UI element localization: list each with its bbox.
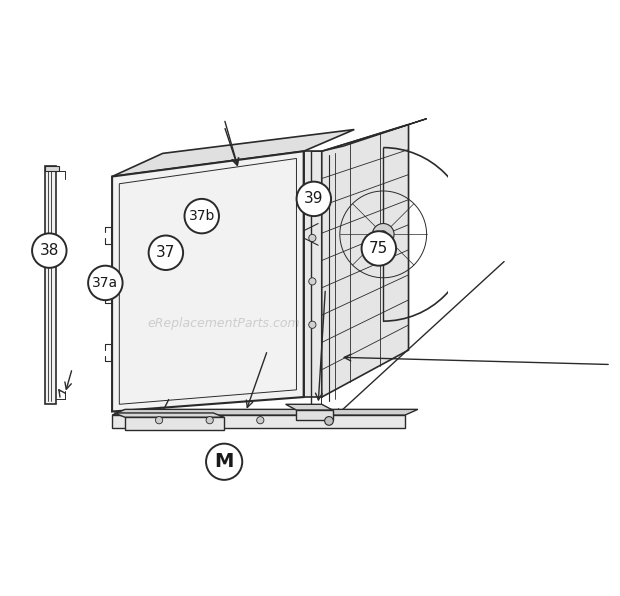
Text: 39: 39 — [304, 191, 324, 206]
Text: 75: 75 — [369, 241, 389, 256]
Polygon shape — [112, 415, 405, 428]
Circle shape — [206, 417, 213, 424]
Circle shape — [379, 231, 387, 238]
Polygon shape — [112, 151, 304, 411]
Polygon shape — [112, 129, 354, 176]
Polygon shape — [114, 413, 224, 417]
Circle shape — [309, 234, 316, 241]
Text: 37a: 37a — [92, 276, 118, 290]
Text: eReplacementParts.com: eReplacementParts.com — [148, 317, 301, 330]
Circle shape — [373, 224, 394, 245]
Polygon shape — [322, 125, 409, 397]
Text: 38: 38 — [40, 243, 59, 258]
Polygon shape — [45, 166, 60, 172]
Polygon shape — [296, 410, 332, 420]
Polygon shape — [322, 119, 427, 151]
Text: 37b: 37b — [188, 209, 215, 223]
Circle shape — [361, 231, 396, 266]
Polygon shape — [125, 417, 224, 430]
Polygon shape — [286, 404, 332, 410]
Text: 37: 37 — [156, 245, 175, 260]
Circle shape — [257, 417, 264, 424]
Circle shape — [309, 278, 316, 285]
Circle shape — [325, 417, 334, 426]
Text: M: M — [215, 452, 234, 471]
Circle shape — [88, 266, 123, 300]
Circle shape — [149, 235, 183, 270]
Circle shape — [185, 199, 219, 234]
Polygon shape — [45, 166, 56, 404]
Circle shape — [206, 443, 242, 480]
Circle shape — [296, 182, 331, 216]
Polygon shape — [112, 409, 418, 415]
Circle shape — [309, 191, 316, 198]
Circle shape — [309, 321, 316, 328]
Circle shape — [32, 234, 66, 268]
Circle shape — [156, 417, 162, 424]
Polygon shape — [304, 151, 322, 397]
